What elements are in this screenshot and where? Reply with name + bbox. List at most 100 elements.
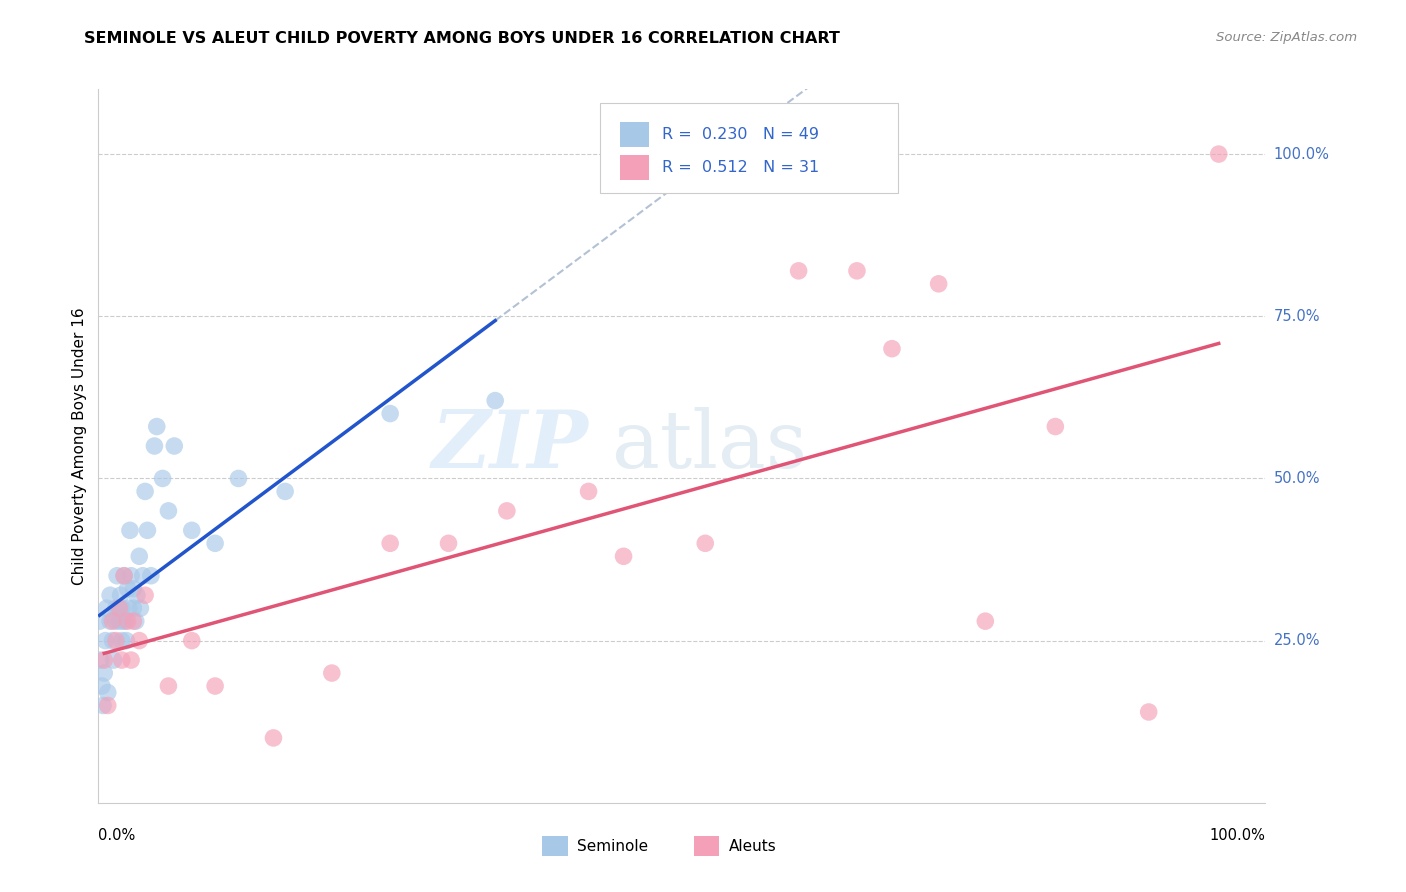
Text: Aleuts: Aleuts xyxy=(728,838,776,854)
Point xyxy=(880,342,903,356)
Point xyxy=(104,614,127,628)
Point xyxy=(94,633,117,648)
Point xyxy=(496,504,519,518)
Text: R =  0.230   N = 49: R = 0.230 N = 49 xyxy=(662,127,820,142)
Text: 25.0%: 25.0% xyxy=(1274,633,1320,648)
Point xyxy=(139,568,162,582)
Point xyxy=(136,524,159,538)
Point xyxy=(1045,419,1067,434)
Point xyxy=(98,614,121,628)
Point xyxy=(157,679,180,693)
Point xyxy=(380,536,402,550)
Point xyxy=(152,471,174,485)
Text: SEMINOLE VS ALEUT CHILD POVERTY AMONG BOYS UNDER 16 CORRELATION CHART: SEMINOLE VS ALEUT CHILD POVERTY AMONG BO… xyxy=(84,31,841,46)
Point xyxy=(93,653,115,667)
Point xyxy=(321,666,343,681)
Point xyxy=(91,698,114,713)
Text: ZIP: ZIP xyxy=(432,408,589,484)
Text: atlas: atlas xyxy=(612,407,807,485)
Point xyxy=(122,601,145,615)
Point xyxy=(112,568,135,582)
Point xyxy=(114,614,136,628)
Point xyxy=(117,614,139,628)
Point xyxy=(274,484,297,499)
Point xyxy=(134,484,156,499)
Bar xyxy=(693,837,720,856)
Bar xyxy=(541,837,568,856)
Point xyxy=(120,653,142,667)
Point xyxy=(108,614,131,628)
Point xyxy=(115,633,138,648)
Point xyxy=(128,549,150,564)
Point xyxy=(107,601,129,615)
Point xyxy=(846,264,869,278)
Point xyxy=(112,568,135,582)
Point xyxy=(128,633,150,648)
Point xyxy=(146,419,169,434)
Point xyxy=(111,614,134,628)
Point xyxy=(101,633,124,648)
Point xyxy=(132,568,155,582)
Text: 100.0%: 100.0% xyxy=(1209,828,1265,843)
Point xyxy=(118,524,141,538)
Point xyxy=(89,614,111,628)
Point xyxy=(974,614,997,628)
Point xyxy=(93,666,115,681)
Point xyxy=(125,614,148,628)
Point xyxy=(180,633,202,648)
Point xyxy=(104,601,127,615)
FancyBboxPatch shape xyxy=(600,103,898,193)
Text: Seminole: Seminole xyxy=(576,838,648,854)
Text: 75.0%: 75.0% xyxy=(1274,309,1320,324)
Point xyxy=(101,614,124,628)
Point xyxy=(204,536,226,550)
Point xyxy=(484,393,506,408)
Point xyxy=(578,484,600,499)
Point xyxy=(90,653,112,667)
Point xyxy=(380,407,402,421)
Point xyxy=(134,588,156,602)
Point xyxy=(118,601,141,615)
Point xyxy=(90,679,112,693)
Point xyxy=(120,568,142,582)
Point xyxy=(98,588,121,602)
Bar xyxy=(620,155,650,180)
Text: 0.0%: 0.0% xyxy=(98,828,135,843)
Point xyxy=(787,264,810,278)
Point xyxy=(111,601,134,615)
Point xyxy=(111,633,134,648)
Point xyxy=(96,601,118,615)
Point xyxy=(97,698,120,713)
Point xyxy=(125,588,148,602)
Point xyxy=(97,685,120,699)
Text: R =  0.512   N = 31: R = 0.512 N = 31 xyxy=(662,161,820,175)
Point xyxy=(180,524,202,538)
Text: 50.0%: 50.0% xyxy=(1274,471,1320,486)
Text: 100.0%: 100.0% xyxy=(1274,146,1330,161)
Point xyxy=(105,568,128,582)
Y-axis label: Child Poverty Among Boys Under 16: Child Poverty Among Boys Under 16 xyxy=(72,307,87,585)
Point xyxy=(143,439,166,453)
Point xyxy=(110,588,132,602)
Bar xyxy=(620,121,650,146)
Point xyxy=(157,504,180,518)
Point xyxy=(129,601,152,615)
Point xyxy=(1208,147,1230,161)
Point xyxy=(613,549,636,564)
Point xyxy=(122,614,145,628)
Point xyxy=(928,277,950,291)
Point xyxy=(163,439,186,453)
Point xyxy=(695,536,717,550)
Point xyxy=(104,633,127,648)
Point xyxy=(262,731,284,745)
Point xyxy=(437,536,460,550)
Point xyxy=(117,582,139,596)
Point xyxy=(108,601,131,615)
Text: Source: ZipAtlas.com: Source: ZipAtlas.com xyxy=(1216,31,1357,45)
Point xyxy=(103,653,125,667)
Point xyxy=(1137,705,1160,719)
Point xyxy=(122,582,145,596)
Point xyxy=(111,653,134,667)
Point xyxy=(228,471,250,485)
Point xyxy=(204,679,226,693)
